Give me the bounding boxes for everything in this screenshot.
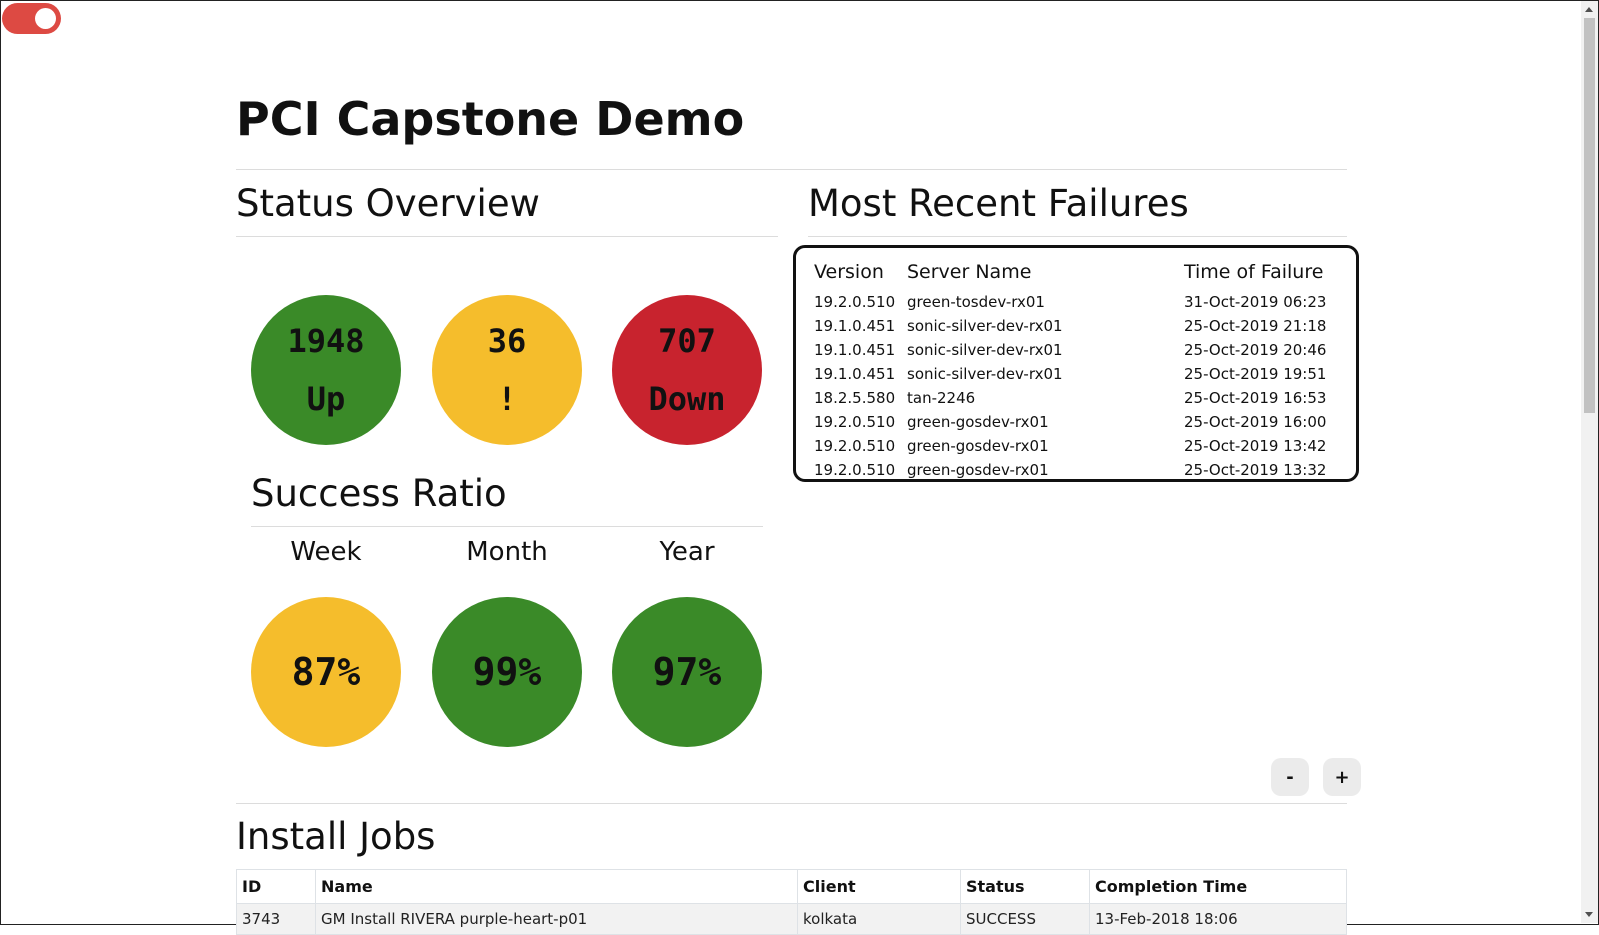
period-week-label: Week [290,537,362,567]
table-row: 19.2.0.510 green-tosdev-rx01 31-Oct-2019… [814,290,1344,314]
ratio-month-value: 99% [472,650,542,694]
failure-version: 19.2.0.510 [814,461,896,479]
failure-time: 25-Oct-2019 21:18 [1184,317,1327,335]
status-down-label: Down [648,380,726,418]
failure-version: 18.2.5.580 [814,389,896,407]
status-down-circle: 707 Down [612,295,762,445]
failure-version: 19.2.0.510 [814,437,896,455]
zoom-in-button[interactable]: + [1323,758,1361,796]
failure-version: 19.2.0.510 [814,413,896,431]
vertical-scrollbar[interactable] [1581,1,1598,923]
status-down-count: 707 [658,322,716,360]
failures-col-server: Server Name [907,261,1032,283]
ratio-week-circle: 87% [251,597,401,747]
ratio-year-circle: 97% [612,597,762,747]
failure-time: 25-Oct-2019 19:51 [1184,365,1327,383]
table-row: 19.1.0.451 sonic-silver-dev-rx01 25-Oct-… [814,362,1344,386]
table-row: 19.2.0.510 green-gosdev-rx01 25-Oct-2019… [814,434,1344,458]
job-id: 3743 [236,903,316,935]
jobs-col-id[interactable]: ID [236,869,316,904]
table-row: 18.2.5.580 tan-2246 25-Oct-2019 16:53 [814,386,1344,410]
scroll-up-icon[interactable] [1585,7,1593,12]
title-divider [236,169,1347,170]
table-row: 19.1.0.451 sonic-silver-dev-rx01 25-Oct-… [814,314,1344,338]
status-up-count: 1948 [287,322,365,360]
failures-table: Version Server Name Time of Failure 19.2… [814,254,1344,482]
theme-toggle[interactable] [2,3,61,34]
failures-heading: Most Recent Failures [808,182,1189,225]
jobs-col-completion[interactable]: Completion Time [1089,869,1347,904]
period-year-label: Year [659,537,715,567]
install-jobs-heading: Install Jobs [236,815,436,858]
success-ratio-heading: Success Ratio [251,472,507,515]
job-client: kolkata [797,903,961,935]
success-ratio-divider [251,526,763,527]
failure-time: 25-Oct-2019 13:32 [1184,461,1327,479]
failure-time: 25-Oct-2019 20:46 [1184,341,1327,359]
table-row: 19.1.0.451 sonic-silver-dev-rx01 25-Oct-… [814,338,1344,362]
failure-server: sonic-silver-dev-rx01 [907,317,1063,335]
ratio-month-circle: 99% [432,597,582,747]
table-row[interactable]: 3743 GM Install RIVERA purple-heart-p01 … [236,903,1347,935]
jobs-col-status[interactable]: Status [960,869,1090,904]
failure-server: sonic-silver-dev-rx01 [907,365,1063,383]
install-jobs-table: ID Name Client Status Completion Time 37… [236,869,1347,935]
toggle-knob [35,8,56,29]
failure-server: tan-2246 [907,389,976,407]
failures-divider [808,236,1347,237]
jobs-header-row: ID Name Client Status Completion Time [236,869,1347,904]
table-row: 19.2.0.510 green-gosdev-rx01 25-Oct-2019… [814,458,1344,482]
failures-panel: Version Server Name Time of Failure 19.2… [793,245,1359,482]
install-jobs-divider [236,803,1347,804]
failures-col-time: Time of Failure [1184,261,1324,283]
job-completion: 13-Feb-2018 18:06 [1089,903,1347,935]
page-title: PCI Capstone Demo [236,92,745,146]
ratio-year-value: 97% [652,650,722,694]
status-overview-heading: Status Overview [236,182,540,225]
status-warning-label: ! [497,380,517,418]
job-name: GM Install RIVERA purple-heart-p01 [315,903,798,935]
status-warning-count: 36 [487,322,527,360]
failure-server: green-tosdev-rx01 [907,293,1045,311]
period-month-label: Month [466,537,548,567]
failure-time: 25-Oct-2019 16:53 [1184,389,1327,407]
scrollbar-thumb[interactable] [1584,18,1595,413]
table-row: 19.2.0.510 green-gosdev-rx01 25-Oct-2019… [814,410,1344,434]
failure-time: 31-Oct-2019 06:23 [1184,293,1327,311]
failure-server: green-gosdev-rx01 [907,461,1049,479]
failures-col-version: Version [814,261,884,283]
status-up-circle: 1948 Up [251,295,401,445]
jobs-col-name[interactable]: Name [315,869,798,904]
jobs-col-client[interactable]: Client [797,869,961,904]
failure-time: 25-Oct-2019 13:42 [1184,437,1327,455]
status-warning-circle: 36 ! [432,295,582,445]
failure-version: 19.1.0.451 [814,365,896,383]
failure-time: 25-Oct-2019 16:00 [1184,413,1327,431]
failure-version: 19.2.0.510 [814,293,896,311]
status-overview-divider [236,236,778,237]
failure-version: 19.1.0.451 [814,341,896,359]
failures-header-row: Version Server Name Time of Failure [814,254,1344,290]
status-up-label: Up [306,380,346,418]
failure-server: green-gosdev-rx01 [907,437,1049,455]
failure-version: 19.1.0.451 [814,317,896,335]
ratio-week-value: 87% [291,650,361,694]
failure-server: sonic-silver-dev-rx01 [907,341,1063,359]
scroll-down-icon[interactable] [1585,912,1593,917]
zoom-out-button[interactable]: - [1271,758,1309,796]
failure-server: green-gosdev-rx01 [907,413,1049,431]
job-status: SUCCESS [960,903,1090,935]
